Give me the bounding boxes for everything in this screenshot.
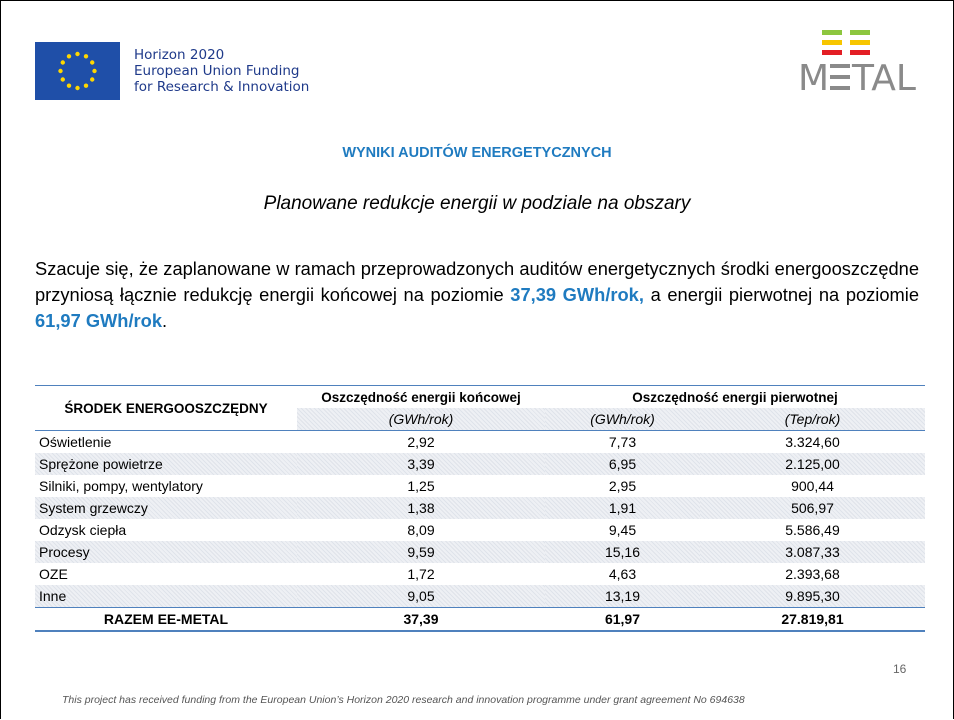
- star: [83, 83, 89, 88]
- table-cell: Silniki, pompy, wentylatory: [39, 478, 203, 494]
- table-row: Procesy 9,59 15,16 3.087,33: [35, 541, 925, 563]
- unit-cell: (GWh/rok): [297, 408, 545, 431]
- table-cell: 7,73: [608, 434, 637, 450]
- header-cell: Oszczędność energii pierwotnej: [632, 389, 838, 405]
- funding-line: Horizon 2020: [134, 47, 225, 63]
- table-cell: 13,19: [545, 585, 700, 608]
- star: [92, 68, 97, 74]
- table-row: Odzysk ciepła 8,09 9,45 5.586,49: [35, 519, 925, 541]
- table-cell: 3,39: [297, 453, 545, 475]
- text: .: [162, 310, 168, 331]
- star: [66, 54, 72, 59]
- total-cell: 61,97: [604, 611, 641, 627]
- table-cell: 6,95: [545, 453, 700, 475]
- table-body: Oświetlenie 2,92 7,73 3.324,60 Sprężone powi…: [35, 431, 925, 631]
- table-row: Silniki, pompy, wentylatory 1,25 2,95 900,4…: [35, 475, 925, 497]
- table-cell: 9,59: [297, 541, 545, 563]
- star: [60, 77, 65, 82]
- table-cell: 3.324,60: [785, 434, 840, 450]
- table-cell: OZE: [39, 566, 68, 582]
- header-cell: ŚRODEK ENERGOOSZCZĘDNY: [35, 385, 297, 431]
- text: Szacuje się, że zaplanowane w ramach prz…: [35, 258, 925, 305]
- table-row: OZE 1,72 4,63 2.393,68: [35, 563, 925, 585]
- table-row: Oświetlenie 2,92 7,73 3.324,60: [35, 431, 925, 454]
- unit-cell: (GWh/rok): [545, 408, 700, 431]
- highlight: 37,39 GWh/rok,: [510, 284, 644, 305]
- funding-line: European Union Funding: [134, 63, 300, 79]
- paragraph: Szacuje się, że zaplanowane w ramach prz…: [35, 256, 919, 334]
- table-cell: 1,91: [545, 497, 700, 519]
- table-row: Sprężone powietrze 3,39 6,95 2.125,00: [35, 453, 925, 475]
- table-cell: 1,25: [407, 478, 435, 494]
- table-cell: 2,92: [407, 434, 435, 450]
- title: WYNIKI AUDITÓW ENERGETYCZNYCH: [342, 145, 612, 161]
- table-cell: 9,45: [608, 522, 637, 538]
- text: a energii pierwotnej na poziomie: [643, 284, 925, 305]
- unit-cell: (Tep/rok): [700, 408, 925, 431]
- star: [90, 60, 95, 65]
- table-cell: 8,09: [407, 522, 435, 538]
- table-cell: 2.125,00: [700, 453, 925, 475]
- total-cell: 27.819,81: [781, 611, 844, 627]
- table-cell: 3.087,33: [700, 541, 925, 563]
- table-cell: 2.393,68: [785, 566, 840, 582]
- table-row: System grzewczy 1,38 1,91 506,97: [35, 497, 925, 519]
- funding-text: Horizon 2020 European Union Funding for …: [134, 47, 309, 95]
- table-cell: 1,72: [407, 566, 435, 582]
- ee-metal-logo: M TAL: [798, 30, 916, 99]
- table-cell: Odzysk ciepła: [39, 522, 127, 538]
- table-cell: 506,97: [700, 497, 925, 519]
- savings-table: ŚRODEK ENERGOOSZCZĘDNY Oszczędność energ…: [35, 385, 925, 632]
- star: [83, 54, 89, 59]
- table-cell: Sprężone powietrze: [35, 453, 297, 475]
- table-cell: System grzewczy: [35, 497, 297, 519]
- page-number: 16: [893, 662, 907, 676]
- total-cell: 37,39: [403, 611, 439, 627]
- star: [58, 68, 63, 74]
- table-cell: 15,16: [545, 541, 700, 563]
- footer: This project has received funding from t…: [62, 694, 745, 706]
- highlight: 61,97 GWh/rok: [35, 310, 162, 331]
- total-cell: RAZEM EE-METAL: [103, 611, 229, 627]
- total-row: RAZEM EE-METAL 37,39 61,97 27.819,81: [35, 607, 925, 631]
- star: [90, 77, 95, 82]
- table-row: Inne 9,05 13,19 9.895,30: [35, 585, 925, 608]
- star: [75, 85, 80, 91]
- header-cell: Oszczędność energii końcowej: [321, 389, 521, 405]
- table-cell: 5.586,49: [785, 522, 840, 538]
- subtitle: Planowane redukcje energii w podziale na…: [263, 193, 691, 214]
- star: [75, 51, 80, 57]
- table-cell: Inne: [35, 585, 297, 608]
- star: [66, 83, 72, 88]
- table-cell: Oświetlenie: [39, 434, 112, 450]
- eu-flag: [35, 42, 120, 100]
- table-cell: Procesy: [35, 541, 297, 563]
- table-cell: 1,38: [297, 497, 545, 519]
- table-cell: 9.895,30: [700, 585, 925, 608]
- funding-line: for Research & Innovation: [134, 79, 310, 95]
- star: [60, 60, 65, 65]
- table-cell: 900,44: [791, 478, 834, 494]
- table-cell: 4,63: [608, 566, 637, 582]
- logo-tal: TAL: [851, 58, 916, 99]
- logo-m: M: [798, 58, 829, 99]
- table-cell: 2,95: [608, 478, 637, 494]
- table-cell: 9,05: [297, 585, 545, 608]
